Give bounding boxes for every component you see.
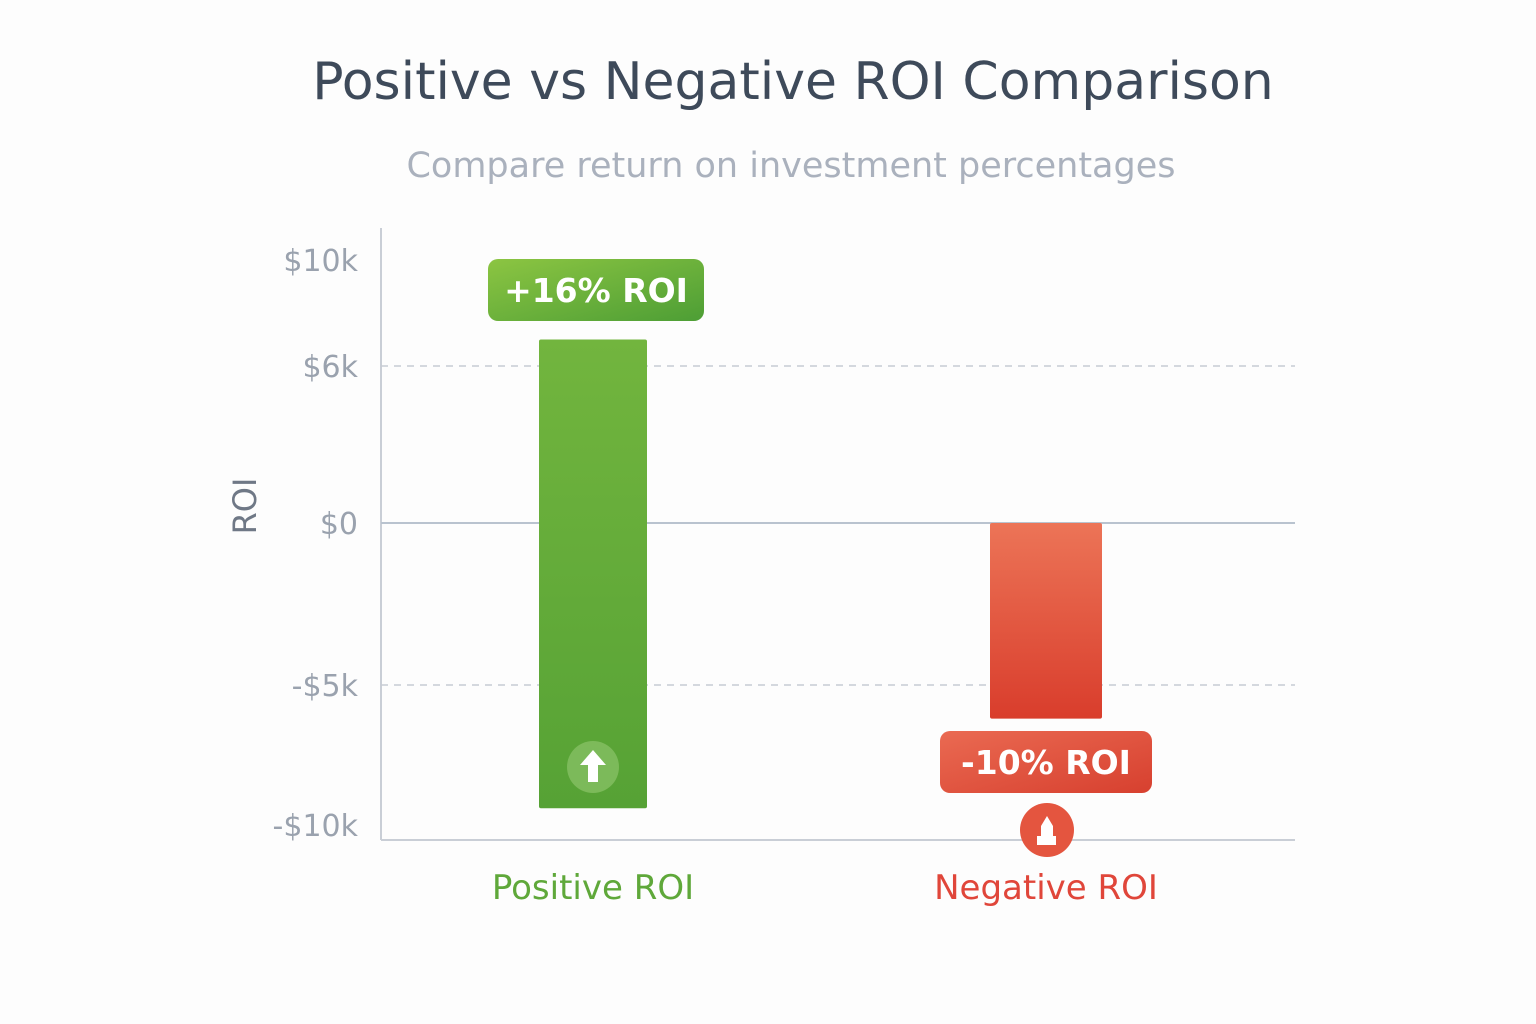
roi-badge: -10% ROI xyxy=(940,731,1152,793)
y-tick-label: -$10k xyxy=(273,809,359,844)
roi-badge-text: -10% ROI xyxy=(961,743,1131,782)
y-tick-label: $6k xyxy=(302,350,358,385)
x-category-label: Positive ROI xyxy=(492,868,694,908)
chart-title: Positive vs Negative ROI Comparison xyxy=(312,52,1274,112)
down-hand-icon xyxy=(1020,803,1074,857)
y-axis-label: ROI xyxy=(226,478,264,535)
roi-badge-text: +16% ROI xyxy=(504,271,688,310)
bar-negative-roi xyxy=(990,523,1102,719)
y-tick-label: $10k xyxy=(283,244,358,279)
roi-badge: +16% ROI xyxy=(488,259,704,321)
arrow-up-icon xyxy=(567,741,619,793)
y-tick-label: $0 xyxy=(320,507,358,542)
y-tick-label: -$5k xyxy=(292,669,359,704)
chart-subtitle: Compare return on investment percentages xyxy=(406,146,1176,186)
bar-positive-roi xyxy=(539,339,647,809)
x-category-label: Negative ROI xyxy=(934,868,1158,908)
